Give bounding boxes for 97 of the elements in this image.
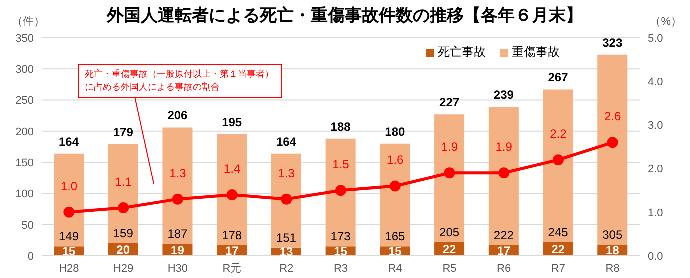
x-tick-label: R5: [442, 262, 457, 275]
point: [552, 154, 564, 166]
data-label: 178: [222, 228, 242, 242]
data-label: 22: [552, 242, 566, 256]
data-label: 19: [171, 243, 185, 258]
y2-tick-label: 2.0: [648, 164, 664, 176]
data-label: 222: [494, 228, 514, 242]
data-label: 2.6: [604, 110, 622, 124]
total-label: 180: [385, 124, 406, 139]
total-label: 227: [440, 96, 460, 110]
bar: [488, 107, 519, 246]
y-tick-label: 350: [16, 32, 34, 45]
data-label: 15: [334, 244, 348, 259]
chart-title: 外国人運転者による死亡・重傷事故件数の推移【各年６月末】: [107, 6, 583, 25]
total-label: 195: [222, 116, 242, 130]
data-label: 17: [225, 244, 240, 258]
y-tick-label: 100: [16, 188, 34, 201]
y-tick-label: 200: [16, 126, 34, 138]
y-tick-label: 250: [16, 95, 34, 108]
point: [172, 194, 184, 205]
total-label: 164: [58, 134, 80, 149]
bar: [543, 90, 574, 242]
data-label: 15: [62, 244, 76, 259]
x-tick-label: R3: [334, 262, 348, 275]
data-label: 20: [116, 243, 130, 258]
x-tick-label: R元: [222, 262, 242, 275]
point: [390, 180, 401, 192]
y-tick-label: 50: [22, 220, 34, 232]
data-label: 165: [385, 230, 406, 244]
data-label: 2.2: [550, 127, 568, 142]
data-label: 245: [548, 225, 569, 240]
data-label: 149: [58, 230, 80, 244]
bar: [434, 114, 465, 242]
y2-axis-title: （%）: [650, 15, 682, 29]
y2-tick-label: 3.0: [648, 120, 664, 132]
data-label: 151: [276, 230, 297, 245]
x-tick-label: R8: [606, 262, 620, 275]
annotation: 死亡・重傷事故（一般原付以上・第１当事者）に占める外国人による事故の割合: [78, 64, 282, 98]
y2-tick-label: 5.0: [648, 32, 664, 45]
data-label: 1.0: [60, 179, 78, 194]
data-label: 1.6: [387, 153, 404, 168]
data-label: 18: [606, 244, 620, 258]
x-tick-label: H30: [168, 262, 188, 275]
x-tick-label: R4: [388, 262, 402, 275]
data-label: 159: [113, 226, 134, 241]
bar: [326, 138, 356, 247]
point: [64, 206, 75, 218]
data-label: 187: [168, 227, 188, 242]
data-label: 1.3: [278, 166, 296, 180]
y-tick-label: 300: [16, 64, 34, 76]
total-label: 323: [602, 36, 623, 50]
data-label: 1.9: [496, 140, 513, 154]
data-label: 173: [330, 230, 352, 244]
point: [444, 168, 456, 179]
total-label: 267: [548, 70, 569, 85]
data-label: 1.3: [170, 166, 187, 180]
data-label: 205: [440, 225, 460, 240]
data-label: 15: [388, 244, 402, 259]
data-label: 1.5: [332, 158, 350, 172]
x-tick-label: R2: [280, 262, 294, 275]
bar: [108, 144, 138, 244]
x-tick-label: H28: [59, 262, 80, 275]
data-label: 1.9: [441, 140, 458, 154]
x-tick-label: R6: [497, 262, 512, 275]
point: [336, 185, 346, 196]
point: [607, 137, 618, 148]
data-label: 13: [280, 245, 294, 260]
bar: [271, 154, 302, 248]
y2-tick-label: 4.0: [648, 76, 664, 89]
y-tick-label: 150: [16, 157, 34, 170]
bar: [380, 144, 410, 247]
total-label: 179: [113, 126, 134, 140]
data-label: 1.4: [224, 162, 241, 176]
y-axis-title: （件）: [12, 15, 45, 29]
total-label: 188: [330, 120, 352, 134]
bar: [162, 128, 193, 244]
data-label: 1.1: [115, 175, 132, 190]
data-label: 305: [602, 228, 623, 242]
point: [118, 202, 130, 214]
y2-tick-label: 0.0: [648, 250, 664, 263]
x-tick-label: R7: [551, 262, 566, 275]
total-label: 239: [494, 88, 514, 102]
total-label: 164: [276, 134, 297, 149]
point: [281, 194, 292, 205]
total-label: 206: [168, 108, 188, 123]
legend-label: 重傷事故: [511, 44, 560, 61]
y2-tick-label: 1.0: [648, 207, 664, 220]
bar: [54, 154, 84, 247]
point: [498, 168, 510, 179]
bar: [217, 134, 248, 246]
data-label: 22: [442, 242, 457, 256]
y-tick-label: 0: [28, 250, 34, 263]
point: [226, 189, 238, 200]
data-label: 17: [497, 244, 511, 258]
legend-label: 死亡事故: [437, 44, 486, 61]
bar: [598, 54, 628, 245]
x-tick-label: H29: [113, 262, 134, 275]
